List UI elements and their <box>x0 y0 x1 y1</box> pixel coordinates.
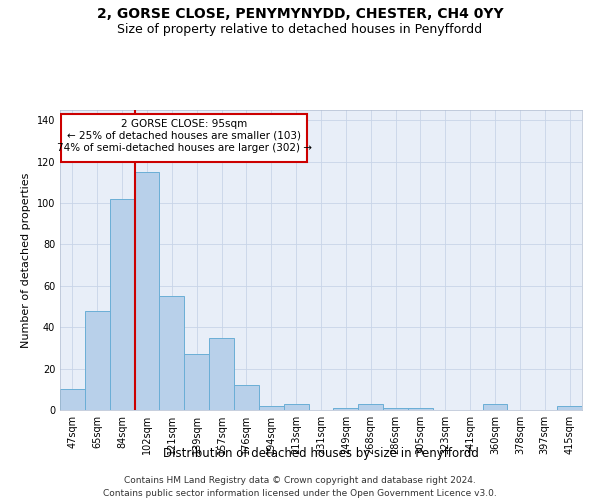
Bar <box>557 406 582 410</box>
Text: Distribution of detached houses by size in Penyffordd: Distribution of detached houses by size … <box>163 448 479 460</box>
Bar <box>85 310 110 410</box>
Bar <box>482 404 508 410</box>
Bar <box>383 408 408 410</box>
Bar <box>160 296 184 410</box>
Bar <box>334 408 358 410</box>
Bar <box>259 406 284 410</box>
Bar <box>110 199 134 410</box>
Bar <box>60 390 85 410</box>
Bar <box>284 404 308 410</box>
Bar <box>134 172 160 410</box>
Bar <box>184 354 209 410</box>
Text: Contains HM Land Registry data © Crown copyright and database right 2024.
Contai: Contains HM Land Registry data © Crown c… <box>103 476 497 498</box>
Bar <box>209 338 234 410</box>
Text: 74% of semi-detached houses are larger (302) →: 74% of semi-detached houses are larger (… <box>57 143 312 153</box>
Bar <box>61 114 307 162</box>
Bar <box>408 408 433 410</box>
Text: ← 25% of detached houses are smaller (103): ← 25% of detached houses are smaller (10… <box>67 130 301 140</box>
Bar <box>358 404 383 410</box>
Text: Size of property relative to detached houses in Penyffordd: Size of property relative to detached ho… <box>118 22 482 36</box>
Bar <box>234 385 259 410</box>
Text: 2, GORSE CLOSE, PENYMYNYDD, CHESTER, CH4 0YY: 2, GORSE CLOSE, PENYMYNYDD, CHESTER, CH4… <box>97 8 503 22</box>
Text: 2 GORSE CLOSE: 95sqm: 2 GORSE CLOSE: 95sqm <box>121 120 247 130</box>
Y-axis label: Number of detached properties: Number of detached properties <box>21 172 31 348</box>
